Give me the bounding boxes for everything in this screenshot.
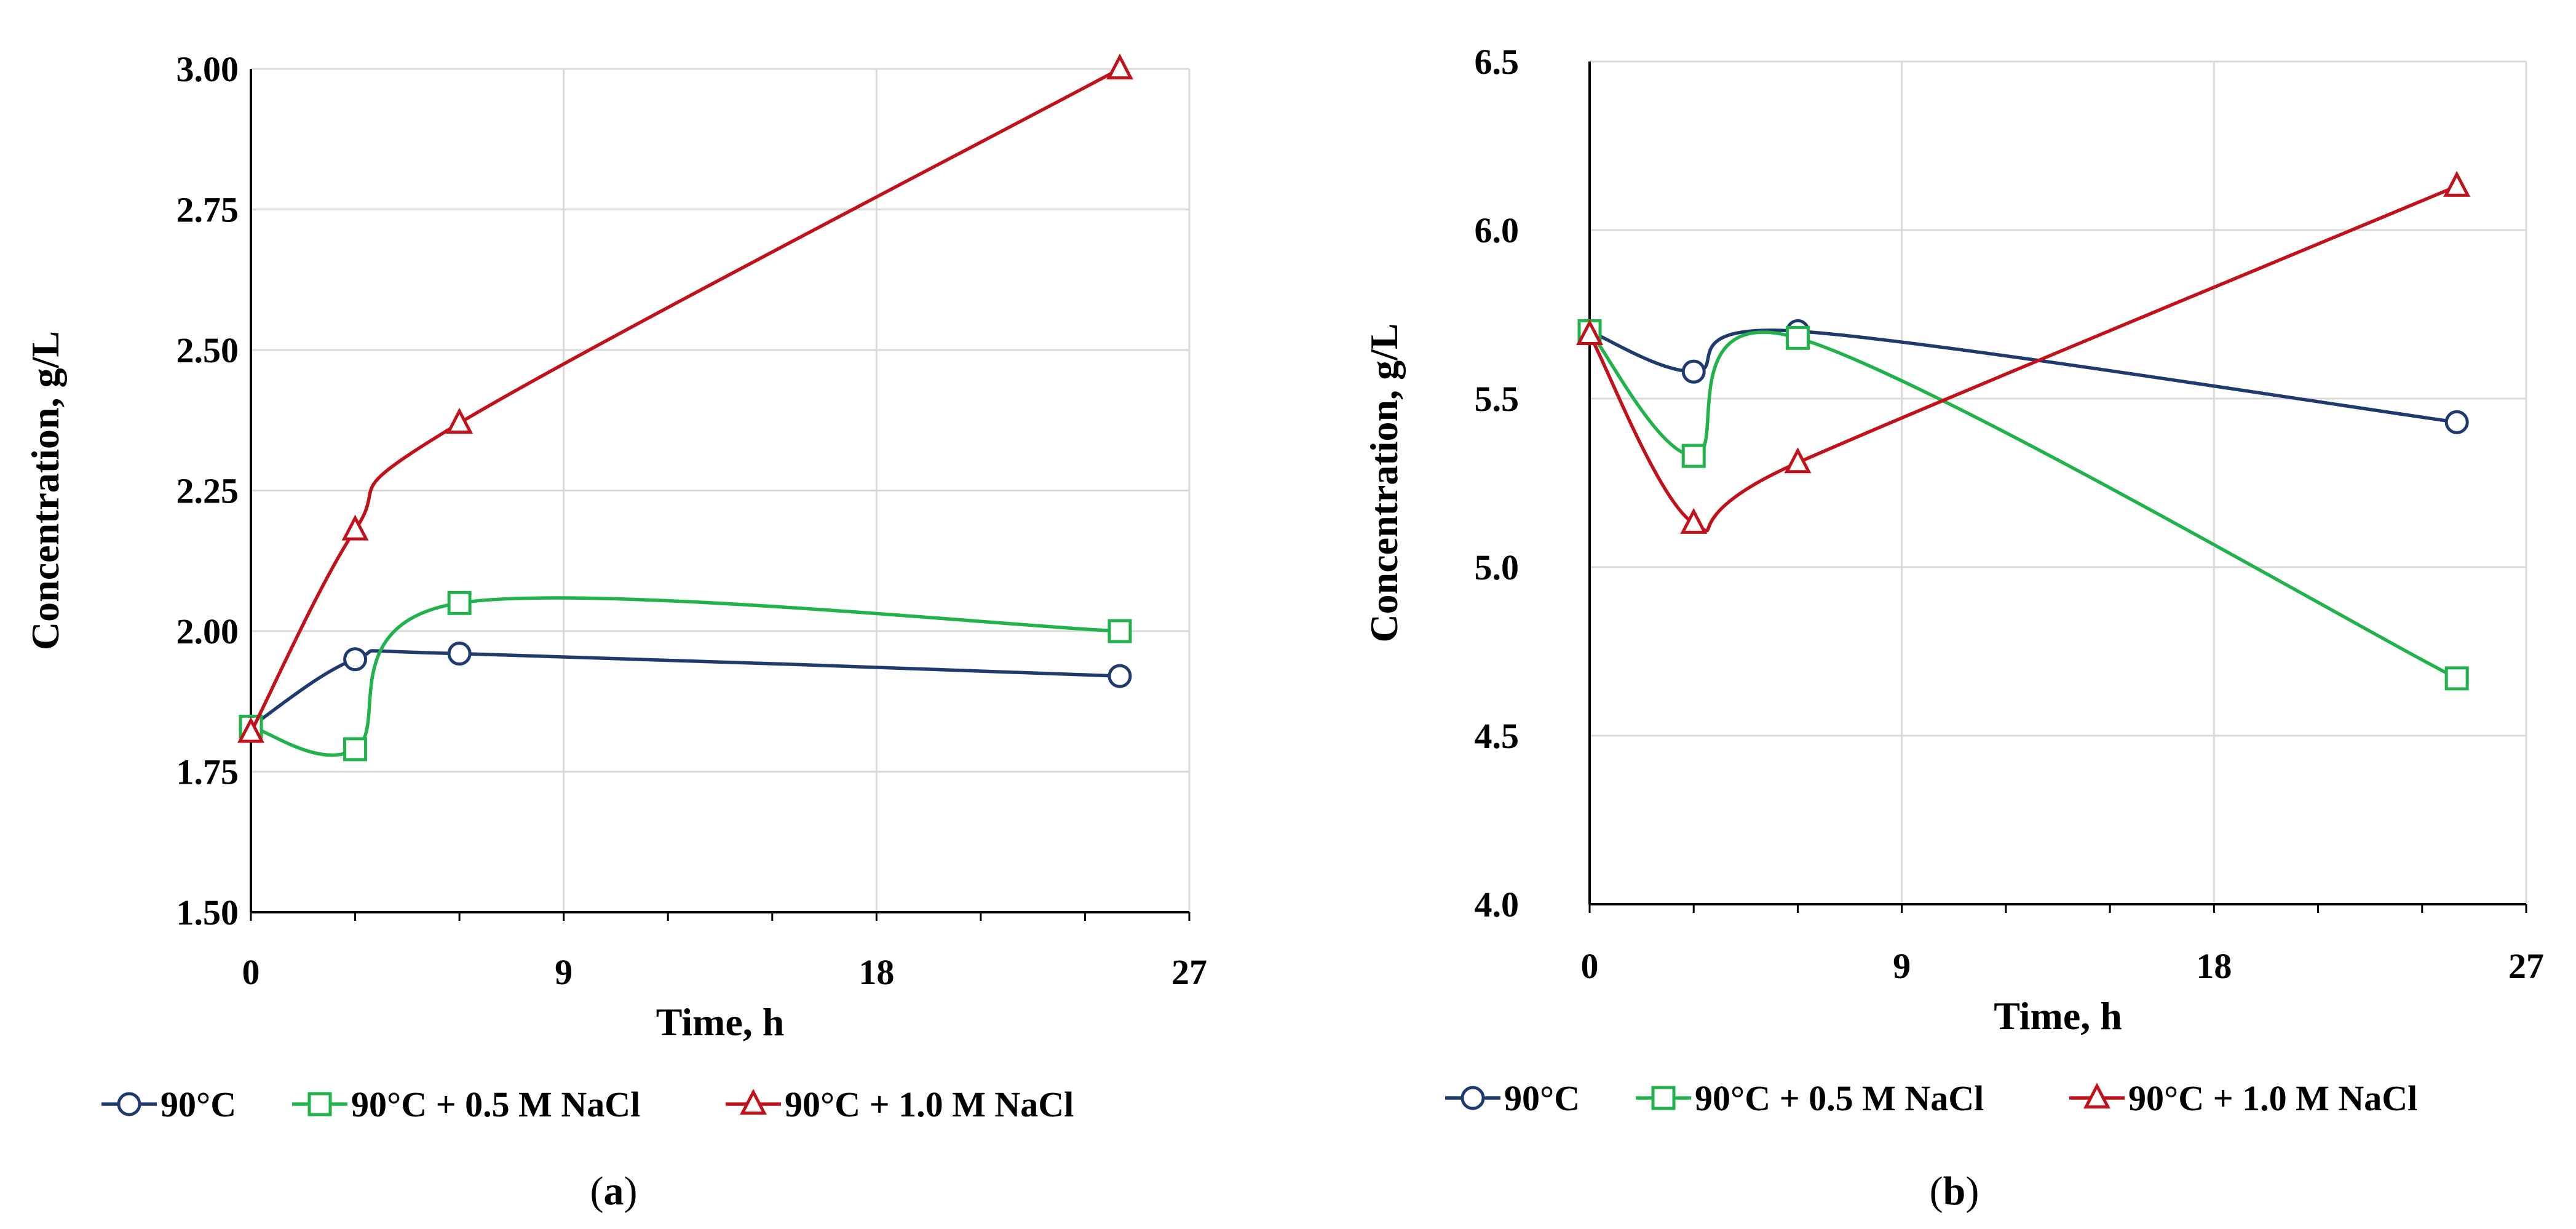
data-point bbox=[447, 642, 472, 666]
y-tick-label: 2.00 bbox=[176, 611, 239, 651]
data-point bbox=[2444, 410, 2469, 434]
y-tick-label: 1.75 bbox=[176, 752, 239, 792]
y-tick-label: 2.25 bbox=[176, 471, 239, 511]
legend-marker bbox=[740, 1089, 767, 1115]
y-tick-label: 4.5 bbox=[1475, 716, 1520, 756]
series-line bbox=[1588, 330, 2458, 680]
legend-label: 90°C + 1.0 M NaCl bbox=[785, 1084, 1074, 1124]
data-point bbox=[1784, 447, 1812, 474]
y-tick-label: 1.50 bbox=[176, 893, 239, 933]
data-point bbox=[1576, 319, 1603, 346]
legend-label: 90°C + 0.5 M NaCl bbox=[351, 1084, 640, 1124]
x-tick-label: 9 bbox=[1893, 946, 1911, 986]
data-point bbox=[1680, 507, 1708, 534]
panel-label: (b) bbox=[1930, 1169, 1980, 1214]
y-tick-label: 6.0 bbox=[1475, 210, 1520, 250]
x-axis-title: Time, h bbox=[656, 1000, 785, 1044]
legend-marker bbox=[1651, 1086, 1676, 1110]
x-axis-title: Time, h bbox=[1994, 994, 2122, 1038]
legend-label: 90°C bbox=[161, 1084, 236, 1124]
legend-marker bbox=[117, 1092, 141, 1116]
y-tick-label: 2.50 bbox=[176, 330, 239, 370]
x-tick-label: 27 bbox=[1171, 952, 1207, 992]
series-line bbox=[250, 649, 1120, 728]
y-tick-label: 3.00 bbox=[176, 49, 239, 89]
data-point bbox=[343, 737, 368, 762]
y-tick-label: 5.0 bbox=[1475, 547, 1520, 587]
x-tick-label: 18 bbox=[858, 952, 894, 992]
x-tick-label: 0 bbox=[1581, 946, 1599, 986]
data-point bbox=[446, 407, 474, 434]
chart-panel-a: 1.50 1.75 2.00 2.25 2.50 2.75 3.00 0 9 18 27 Time, … bbox=[23, 49, 1207, 1214]
series-line bbox=[250, 596, 1120, 757]
x-tick-label: 18 bbox=[2196, 946, 2232, 986]
data-point bbox=[1681, 443, 1706, 468]
data-point bbox=[2443, 170, 2471, 197]
y-axis-title: Concentration, g/L bbox=[23, 331, 67, 650]
y-tick-label: 4.0 bbox=[1475, 885, 1520, 925]
legend-label: 90°C + 1.0 M NaCl bbox=[2128, 1078, 2417, 1118]
y-tick-label: 6.5 bbox=[1475, 42, 1520, 82]
legend-marker bbox=[1460, 1086, 1485, 1110]
data-point bbox=[1108, 664, 1132, 688]
panel-label: (a) bbox=[590, 1169, 638, 1214]
data-point bbox=[1106, 54, 1133, 80]
y-axis-title: Concentration, g/L bbox=[1362, 323, 1406, 642]
data-point bbox=[447, 591, 472, 615]
y-tick-label: 2.75 bbox=[176, 190, 239, 230]
chart-panel-b: 4.0 4.5 5.0 5.5 6.0 6.5 0 9 18 27 Time, h Concentra… bbox=[1362, 42, 2544, 1214]
data-point bbox=[1108, 619, 1132, 643]
legend-label: 90°C bbox=[1504, 1078, 1580, 1118]
legend-label: 90°C + 0.5 M NaCl bbox=[1695, 1078, 1984, 1118]
series-line bbox=[1588, 328, 2457, 424]
data-point bbox=[1681, 359, 1706, 384]
series-line bbox=[1588, 185, 2458, 533]
data-point bbox=[2444, 666, 2469, 691]
legend-marker bbox=[2083, 1083, 2110, 1109]
x-tick-label: 27 bbox=[2508, 946, 2544, 986]
y-tick-label: 5.5 bbox=[1475, 379, 1520, 419]
data-point bbox=[341, 514, 369, 541]
x-tick-label: 0 bbox=[242, 952, 260, 992]
data-point bbox=[1785, 325, 1810, 350]
data-point bbox=[237, 717, 264, 743]
x-tick-label: 9 bbox=[555, 952, 573, 992]
data-point bbox=[343, 647, 368, 672]
legend-marker bbox=[307, 1092, 332, 1116]
series-line bbox=[249, 67, 1121, 733]
